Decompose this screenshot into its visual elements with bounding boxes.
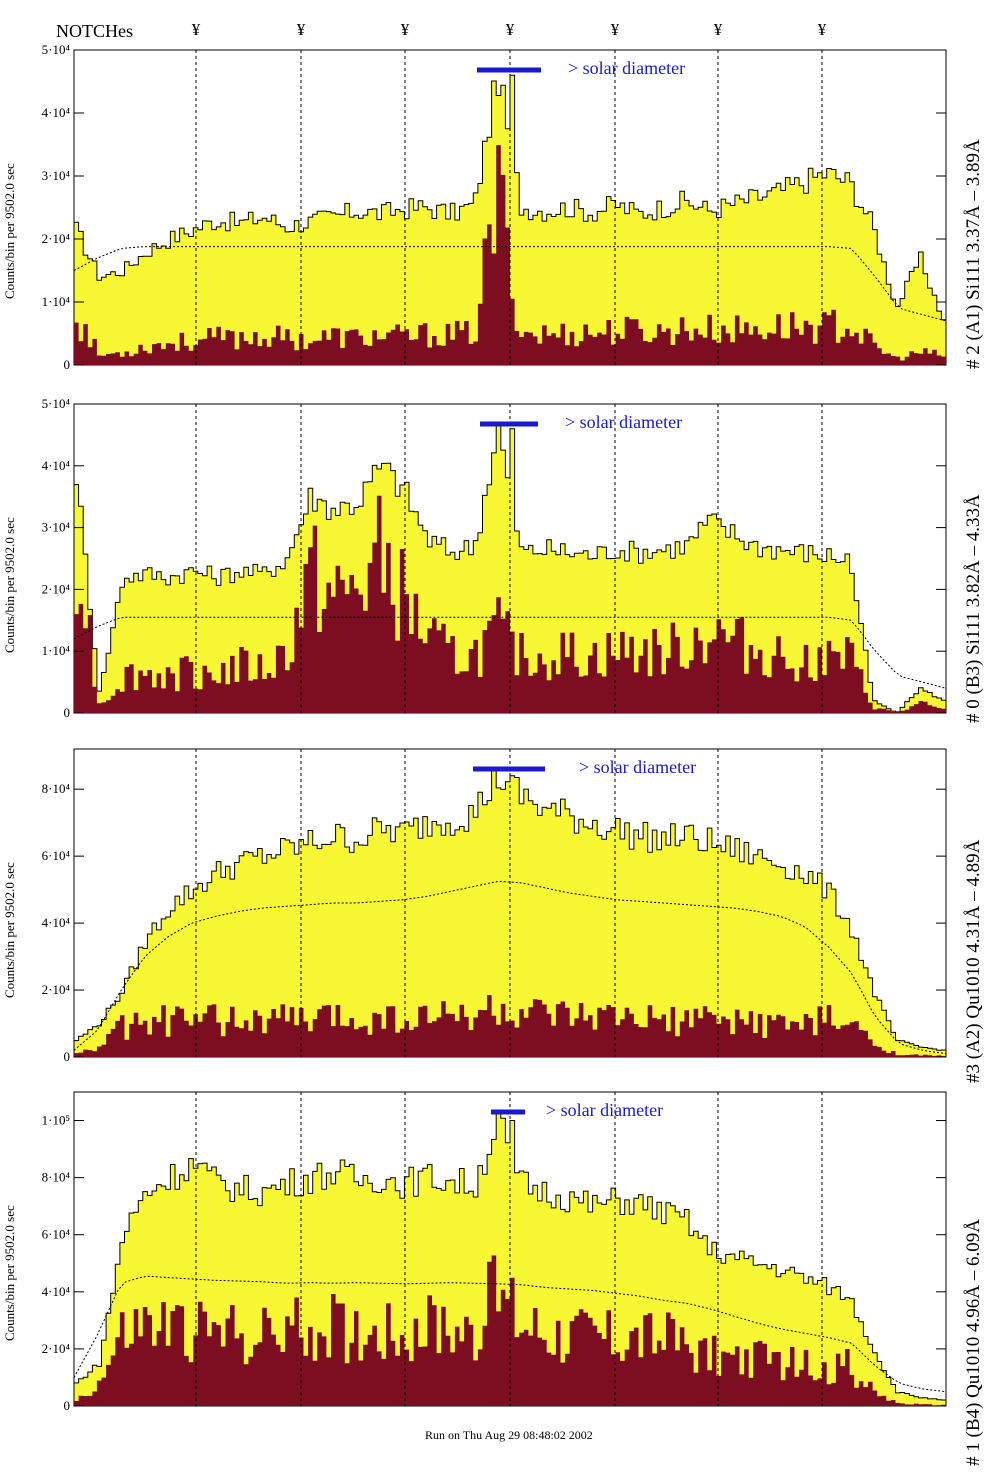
y-tick-label: 0 bbox=[64, 357, 71, 372]
chart-a1-plot: 0 1·10⁴ 2·10⁴ 3·10⁴ 4·10⁴ 5·10⁴ > solar diamet… bbox=[42, 42, 947, 372]
y-tick-label: 3·10⁴ bbox=[42, 168, 71, 183]
chart-panel-b4: 0 2·10⁴ 4·10⁴ 6·10⁴ 8·10⁴ 1·10⁵ > solar diamet… bbox=[0, 1086, 1004, 1466]
chart-b4-plot: 0 2·10⁴ 4·10⁴ 6·10⁴ 8·10⁴ 1·10⁵ > solar diamet… bbox=[42, 1091, 947, 1413]
notch-header: NOTCHes ¥ ¥ ¥ ¥ ¥ ¥ ¥ bbox=[0, 0, 1004, 46]
lower-histogram bbox=[74, 495, 946, 713]
model-curve bbox=[73, 246, 947, 322]
model-curve bbox=[73, 880, 947, 1055]
notch-marker-1: ¥ bbox=[191, 20, 201, 39]
chart-panel-a2: 0 2·10⁴ 4·10⁴ 6·10⁴ 8·10⁴ > solar diameter Co… bbox=[0, 743, 1004, 1087]
chart-panel-a1: 0 1·10⁴ 2·10⁴ 3·10⁴ 4·10⁴ 5·10⁴ > solar diamet… bbox=[0, 42, 1004, 399]
y-tick-label: 1·10⁴ bbox=[42, 643, 71, 658]
y-tick-label: 0 bbox=[64, 705, 71, 720]
y-tick-label: 2·10⁴ bbox=[42, 231, 71, 246]
solar-diameter-label: > solar diameter bbox=[568, 58, 685, 78]
notch-marker-2: ¥ bbox=[296, 20, 306, 39]
solar-diameter-label: > solar diameter bbox=[579, 757, 696, 777]
y-tick-label: 8·10⁴ bbox=[42, 781, 71, 796]
y-tick-label: 1·10⁴ bbox=[42, 294, 71, 309]
notch-marker-4: ¥ bbox=[505, 20, 515, 39]
y-tick-label: 4·10⁴ bbox=[42, 1284, 71, 1299]
y-tick-label: 5·10⁴ bbox=[42, 42, 71, 57]
y-tick-label: 2·10⁴ bbox=[42, 1341, 71, 1356]
y-axis-label-a2: Counts/bin per 9502.0 sec bbox=[2, 862, 17, 998]
chart-b3-plot: 0 1·10⁴ 2·10⁴ 3·10⁴ 4·10⁴ 5·10⁴ > solar diamet… bbox=[42, 396, 947, 720]
chart-a2-plot: 0 2·10⁴ 4·10⁴ 6·10⁴ 8·10⁴ > solar diameter bbox=[42, 748, 947, 1064]
y-tick-label: 8·10⁴ bbox=[42, 1170, 71, 1185]
y-tick-label: 4·10⁴ bbox=[42, 105, 71, 120]
y-axis-label-a1: Counts/bin per 9502.0 sec bbox=[2, 163, 17, 299]
y-axis-label-b4: Counts/bin per 9502.0 sec bbox=[2, 1205, 17, 1341]
notch-marker-7: ¥ bbox=[817, 20, 827, 39]
y-tick-label: 1·10⁵ bbox=[42, 1113, 70, 1128]
notch-marker-5: ¥ bbox=[610, 20, 620, 39]
right-label-b4: # 1 (B4) Qu1010 4.96Å – 6.09Å bbox=[963, 1219, 984, 1466]
y-tick-label: 6·10⁴ bbox=[42, 848, 71, 863]
right-label-a2: #3 (A2) Qu1010 4.31Å – 4.89Å bbox=[963, 839, 984, 1083]
right-label-b3: # 0 (B3) Si111 3.82Å – 4.33Å bbox=[963, 494, 984, 723]
lower-histogram bbox=[74, 1255, 946, 1406]
y-axis-label-b3: Counts/bin per 9502.0 sec bbox=[2, 517, 17, 653]
solar-diameter-label: > solar diameter bbox=[565, 412, 682, 432]
y-tick-label: 0 bbox=[64, 1049, 71, 1064]
y-tick-label: 4·10⁴ bbox=[42, 458, 71, 473]
model-curve bbox=[73, 616, 947, 689]
chart-panel-b3: 0 1·10⁴ 2·10⁴ 3·10⁴ 4·10⁴ 5·10⁴ > solar diamet… bbox=[0, 396, 1004, 744]
notch-marker-3: ¥ bbox=[400, 20, 410, 39]
y-tick-label: 2·10⁴ bbox=[42, 581, 71, 596]
y-tick-label: 4·10⁴ bbox=[42, 915, 71, 930]
run-timestamp: Run on Thu Aug 29 08:48:02 2002 bbox=[425, 1428, 593, 1442]
y-tick-label: 2·10⁴ bbox=[42, 982, 71, 997]
y-tick-label: 5·10⁴ bbox=[42, 396, 71, 411]
notches-title: NOTCHes bbox=[56, 21, 133, 41]
notch-marker-6: ¥ bbox=[713, 20, 723, 39]
y-tick-label: 6·10⁴ bbox=[42, 1227, 71, 1242]
right-label-a1: # 2 (A1) Si111 3.37Å – 3.89Å bbox=[963, 139, 984, 369]
solar-diameter-label: > solar diameter bbox=[546, 1100, 663, 1120]
y-tick-label: 0 bbox=[64, 1398, 71, 1413]
y-tick-label: 3·10⁴ bbox=[42, 520, 71, 535]
